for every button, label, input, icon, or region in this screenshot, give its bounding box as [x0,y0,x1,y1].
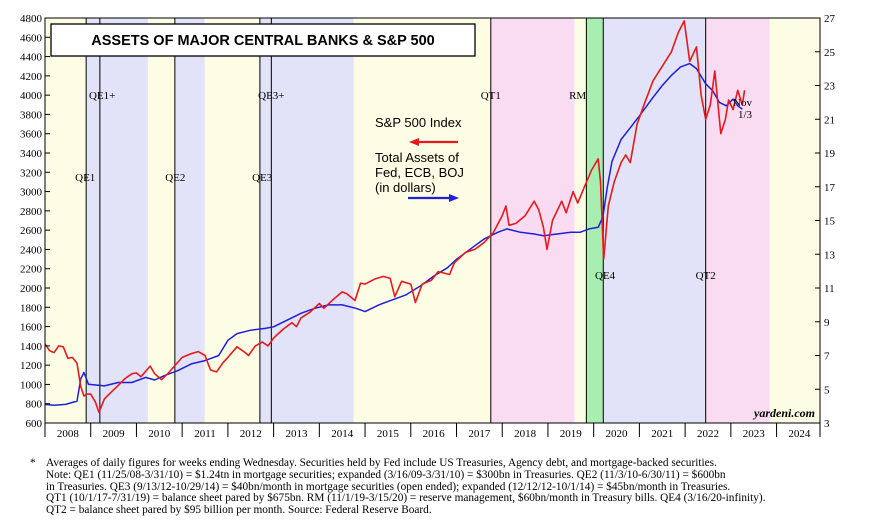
x-tick-label: 2018 [514,428,537,440]
left-tick-label: 3600 [20,129,43,141]
x-tick-label: 2008 [57,428,80,440]
period-label-qe3-plus: QE3+ [258,90,284,102]
left-tick-label: 4200 [20,71,43,83]
left-tick-label: 3000 [20,187,43,199]
x-tick-label: 2016 [423,428,446,440]
shade-qe4 [603,18,706,423]
x-tick-label: 2023 [743,428,766,440]
left-tick-label: 4400 [20,52,43,64]
left-tick-label: 2000 [20,283,43,295]
left-tick-label: 1600 [20,322,43,334]
shade-qe3 [259,18,354,423]
period-label-qe2: QE2 [165,172,185,184]
left-y-axis: 600 800 1000 1200 1400 1600 1800 2000 2200 2400 26… [20,13,50,430]
left-tick-label: 3400 [20,148,43,160]
right-tick-label: 17 [824,182,836,194]
end-label-sp500: 1/3 [738,109,753,121]
x-tick-label: 2009 [103,428,126,440]
chart-title: ASSETS OF MAJOR CENTRAL BANKS & S&P 500 [91,33,435,49]
right-tick-label: 11 [824,283,835,295]
left-tick-label: 2400 [20,244,43,256]
left-tick-label: 1400 [20,341,43,353]
right-tick-label: 13 [824,249,836,261]
left-tick-label: 2600 [20,225,43,237]
footnote-line: QT1 (10/1/17-7/31/19) = balance sheet pa… [46,492,766,505]
right-tick-label: 15 [824,216,836,228]
x-tick-label: 2015 [377,428,400,440]
title-box [50,23,476,57]
x-tick-label: 2019 [560,428,583,440]
period-label-qe1: QE1 [75,172,95,184]
legend: S&P 500 Index Total Assets of Fed, ECB, … [375,115,468,202]
right-tick-label: 5 [824,384,830,396]
end-label-assets: Nov [733,97,752,109]
legend-label-assets: Total Assets of Fed, ECB, BOJ (in dollar… [375,150,468,195]
left-tick-label: 2800 [20,206,43,218]
x-tick-label: 2020 [606,428,629,440]
shade-qe1 [86,18,148,423]
period-label-rm: RM [569,90,586,102]
period-label-qe1-plus: QE1+ [89,90,115,102]
central-bank-assets-chart: QE1+ QE1 QE2 QE3+ QE3 QT1 RM QE4 QT2 600 800 1000 1… [20,13,836,440]
period-label-qt2: QT2 [696,270,716,282]
x-tick-label: 2013 [285,428,308,440]
x-tick-label: 2014 [331,428,354,440]
left-tick-label: 4000 [20,90,43,102]
left-tick-label: 2200 [20,264,43,276]
period-label-qe4: QE4 [595,270,616,282]
shade-qt1 [490,18,575,423]
right-tick-label: 9 [824,317,830,329]
policy-period-labels: QE1+ QE1 QE2 QE3+ QE3 QT1 RM QE4 QT2 [75,90,716,282]
right-tick-label: 23 [824,81,836,93]
left-tick-label: 1800 [20,302,43,314]
left-tick-label: 3800 [20,109,43,121]
right-tick-label: 19 [824,148,836,160]
right-tick-label: 27 [824,13,836,25]
x-tick-label: 2010 [148,428,171,440]
left-tick-label: 800 [26,399,43,411]
left-tick-label: 3200 [20,167,43,179]
legend-label-sp500: S&P 500 Index [375,115,462,130]
right-tick-label: 21 [824,114,835,126]
legend-arrow-assets [408,194,459,202]
footnote-line: Averages of daily figures for weeks endi… [46,457,717,469]
right-tick-label: 7 [824,351,830,363]
footnote: * Averages of daily figures for weeks en… [30,457,862,517]
right-y-axis: 3 5 7 9 11 13 15 17 19 21 23 25 27 [815,13,836,430]
footnote-line: in Treasuries. QE3 (9/13/12-10/29/14) = … [46,480,731,493]
left-tick-label: 4800 [20,13,43,25]
shade-rm [586,18,604,423]
x-tick-label: 2011 [194,428,216,440]
period-label-qe3: QE3 [252,172,273,184]
policy-period-shading [86,18,770,423]
data-series [44,20,746,414]
footnote-marker: * [30,457,36,469]
footnote-line: QT2 = balance sheet pared by $95 billion… [46,504,432,517]
left-tick-label: 1000 [20,379,43,391]
x-tick-label: 2017 [468,428,491,440]
x-tick-label: 2021 [651,428,673,440]
shade-qe2 [174,18,205,423]
period-label-qt1: QT1 [481,90,501,102]
left-tick-label: 1200 [20,360,43,372]
legend-arrow-sp500 [409,138,458,146]
left-tick-label: 4600 [20,32,43,44]
right-tick-label: 25 [824,47,836,59]
right-tick-label: 3 [824,418,830,430]
policy-period-markers [85,18,707,423]
x-tick-label: 2022 [697,428,719,440]
sp500-line [44,20,746,414]
left-tick-label: 600 [26,418,43,430]
source-credit: yardeni.com [752,406,815,420]
x-axis: 2008 2009 2010 2011 2012 2013 2014 2015 2016 2017… [44,423,821,440]
x-tick-label: 2024 [788,428,811,440]
footnote-line: Note: QE1 (11/25/08-3/31/10) = $1.24tn i… [46,468,726,481]
x-tick-label: 2012 [240,428,262,440]
